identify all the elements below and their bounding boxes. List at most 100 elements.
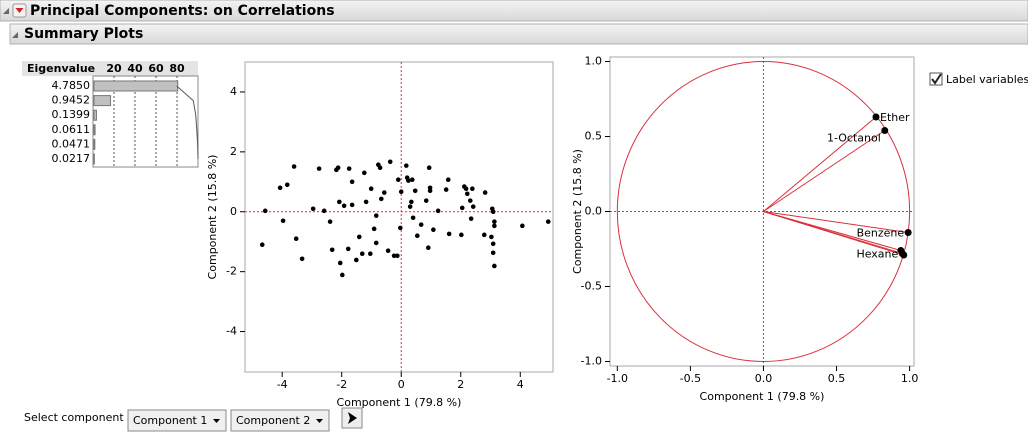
point [403,163,409,168]
point [410,215,416,221]
point [459,205,465,211]
eigenvalue: 0.9452 [52,94,91,107]
cumulative-line [176,85,199,160]
checkbox-label: Label variables [946,73,1028,86]
point [481,232,487,238]
x-tick-label: 80 [169,62,185,75]
component-select[interactable] [127,409,227,432]
select-arrow [316,419,323,423]
point [545,219,551,224]
point [426,245,431,251]
table-column [22,76,93,167]
section-title: Summary Plots [24,26,143,42]
point [378,196,384,202]
point [337,199,342,205]
point [407,204,413,209]
point [490,241,496,247]
point [280,218,286,224]
loading-point [872,113,880,121]
point [387,159,393,165]
y-tick-label: 2 [230,145,237,158]
point [362,170,367,176]
y-tick-label: 0 [230,205,237,218]
point [415,233,420,239]
select-label: Select component [24,411,124,424]
point [349,179,355,185]
component-select[interactable] [230,409,330,432]
y-tick-label: -2 [226,265,237,278]
point [356,234,362,240]
point [353,257,359,263]
point [395,253,400,259]
bar [93,138,96,150]
point [490,250,496,256]
point [443,187,449,192]
unit-circle [616,61,911,362]
point [316,166,322,171]
loading-vector [763,116,877,212]
x-tick-label: 0 [398,378,405,391]
point [391,253,397,259]
point [467,198,473,203]
point [470,204,476,209]
point [368,186,374,191]
point [409,199,414,205]
table-header [22,61,198,76]
point [409,177,415,183]
point [291,164,297,169]
select-value: Component 1 [133,414,207,427]
point [406,178,411,183]
header-bar [0,0,1028,22]
point [381,190,387,195]
x-tick-label: 0.0 [755,372,773,385]
bar [93,109,97,121]
header-title: Principal Components: on Correlations [30,3,335,19]
point [327,219,333,224]
point [395,177,401,183]
point [385,248,391,253]
point [398,225,403,231]
x-axis-title: Component 1 (79.8 %) [700,390,825,403]
point [277,185,283,191]
point [492,223,497,229]
variable-label: Benzene [857,227,905,240]
loading-vector [763,211,903,254]
loading-vector [763,211,909,233]
disclosure-icon[interactable] [3,8,9,14]
point [377,165,383,171]
point [482,190,488,195]
x-tick-label: 4 [517,378,524,391]
disclosure-icon[interactable] [12,32,18,38]
y-axis-title: Component 2 (15.8 %) [571,149,584,274]
point [359,251,365,256]
plot-frame [244,61,554,373]
point [445,177,451,183]
x-tick-label: -4 [277,378,288,391]
point [418,222,424,227]
variable-label: Ether [880,111,910,124]
point [335,165,341,171]
point [363,199,369,205]
section-bar [9,23,1028,45]
point [398,189,404,194]
eigenvalue: 0.0611 [52,123,91,136]
point [262,208,268,214]
point [412,188,418,194]
point [423,198,429,203]
point [373,240,379,246]
loading-vector [763,130,886,212]
point [464,191,470,197]
point [492,219,497,224]
y-tick-label: 0.5 [585,130,603,143]
menu-arrow [15,8,24,13]
y-tick-label: -4 [226,325,237,338]
y-tick-label: 0.0 [585,205,603,218]
point [492,263,497,269]
point [341,203,347,209]
point [349,202,355,208]
y-tick-label: 4 [230,85,237,98]
point [373,213,379,218]
x-tick-label: -2 [336,378,347,391]
y-tick-label: -1.0 [581,355,602,368]
